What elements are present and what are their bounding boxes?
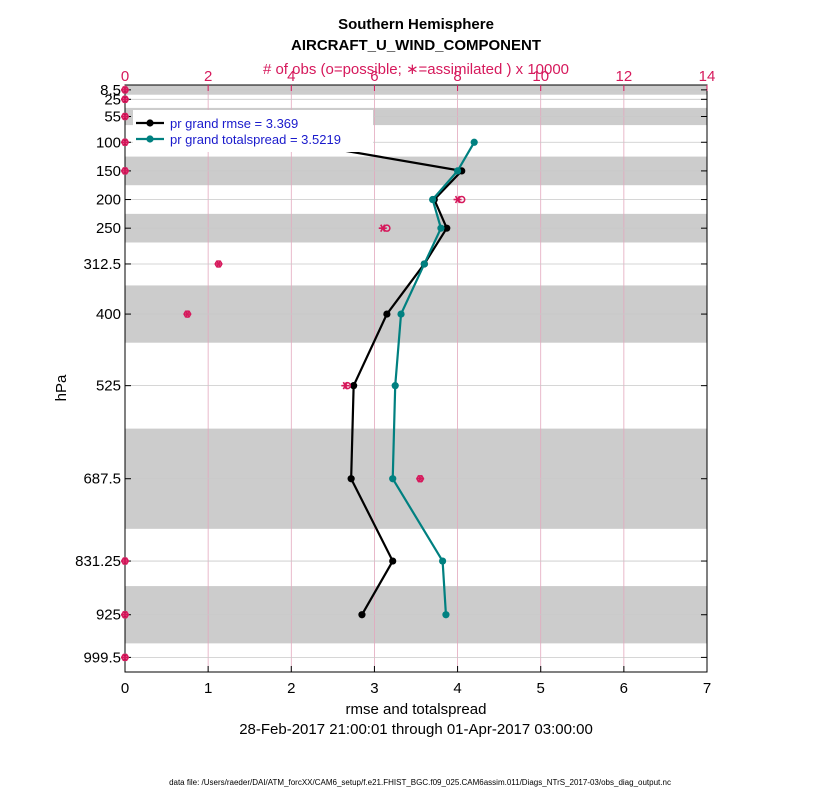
x-tick-label: 0: [121, 680, 129, 697]
series-point: [389, 475, 397, 483]
x-tick-label: 6: [620, 680, 628, 697]
top-tick-label: 10: [532, 68, 549, 85]
y-tick-label: 25: [104, 91, 121, 108]
obs-assimilated-marker: [121, 138, 129, 147]
y-tick-label: 55: [104, 108, 121, 125]
legend-box: [133, 110, 373, 152]
series-point: [397, 310, 405, 318]
series-point: [437, 224, 445, 232]
obs-assimilated-marker: [121, 653, 129, 662]
top-tick-label: 0: [121, 68, 129, 85]
legend-entry: pr grand rmse = 3.369: [170, 116, 298, 131]
date-range: 28-Feb-2017 21:00:01 through 01-Apr-2017…: [239, 721, 593, 738]
asterisk-stroke: [215, 260, 222, 268]
asterisk-stroke: [122, 653, 128, 662]
top-tick-label: 2: [204, 68, 212, 85]
asterisk-stroke: [122, 167, 128, 175]
series-point: [420, 260, 428, 268]
obs-assimilated-marker: [214, 260, 223, 268]
obs-assimilated-marker: [378, 224, 387, 233]
top-axis-label: # of obs (o=possible; ∗=assimilated ) x …: [263, 61, 569, 78]
series-point: [443, 224, 451, 232]
asterisk-stroke: [122, 138, 128, 147]
y-tick-label: 525: [96, 378, 121, 395]
obs-markers: [121, 86, 466, 662]
y-tick-label: 400: [96, 306, 121, 323]
x-tick-label: 3: [370, 680, 378, 697]
obs-assimilated-marker: [183, 310, 192, 318]
y-tick-label: 100: [96, 134, 121, 151]
footer-datafile: data file: /Users/raeder/DAI/ATM_forcXX/…: [169, 778, 671, 787]
y-tick-label: 312.5: [83, 256, 121, 273]
y-tick-label: 831.25: [75, 553, 121, 570]
series-line: [295, 141, 464, 616]
series-point: [383, 310, 391, 318]
series-point: [389, 557, 397, 565]
asterisk-stroke: [122, 557, 128, 565]
obs-assimilated-marker: [121, 167, 129, 175]
asterisk-stroke: [122, 86, 128, 94]
series-point: [439, 557, 447, 565]
chart-subtitle: AIRCRAFT_U_WIND_COMPONENT: [291, 37, 541, 54]
x-tick-label: 1: [204, 680, 212, 697]
series-line: [391, 141, 476, 615]
series-point: [442, 611, 450, 619]
series-point: [358, 611, 366, 619]
legend-marker: [146, 135, 154, 143]
y-tick-label: 200: [96, 192, 121, 209]
y-axis-label: hPa: [53, 374, 70, 401]
obs-assimilated-marker: [121, 610, 129, 619]
obs-assimilated-marker: [341, 381, 350, 390]
chart-title: Southern Hemisphere: [338, 16, 494, 33]
y-tick-label: 150: [96, 163, 121, 180]
top-tick-label: 4: [287, 68, 295, 85]
asterisk-stroke: [417, 474, 423, 483]
asterisk-stroke: [122, 112, 128, 121]
asterisk-stroke: [122, 95, 128, 104]
asterisk-stroke: [184, 310, 191, 318]
top-tick-label: 6: [370, 68, 378, 85]
y-tick-label: 687.5: [83, 471, 121, 488]
x-tick-label: 7: [703, 680, 711, 697]
y-tick-label: 8.5: [100, 82, 121, 99]
obs-assimilated-marker: [121, 557, 129, 565]
obs-assimilated-marker: [121, 112, 129, 121]
shaded-bands: [125, 85, 707, 644]
asterisk-stroke: [380, 224, 386, 233]
legend-entry: pr grand totalspread = 3.5219: [170, 132, 341, 147]
series-group: [291, 138, 478, 619]
top-tick-label: 14: [699, 68, 716, 85]
x-tick-label: 5: [537, 680, 545, 697]
series-point: [453, 167, 462, 175]
x-axis-label: rmse and totalspread: [346, 701, 487, 718]
top-tick-label: 8: [453, 68, 461, 85]
x-tick-label: 4: [453, 680, 461, 697]
obs-assimilated-marker: [121, 95, 129, 104]
legend-marker: [146, 119, 154, 127]
plot-frame: [124, 84, 708, 673]
series-point: [391, 382, 399, 390]
obs-assimilated-marker: [416, 474, 425, 483]
y-tick-label: 250: [96, 220, 121, 237]
axis-ticks: 0 1 2 3 4 5 6 70 2 4 6 8 10 12 148.5255510015020025031…: [75, 68, 715, 697]
x-tick-label: 2: [287, 680, 295, 697]
top-tick-label: 12: [616, 68, 633, 85]
series-point: [347, 475, 355, 483]
series-point: [350, 382, 358, 390]
series-point: [429, 195, 437, 204]
asterisk-stroke: [342, 381, 349, 390]
y-tick-label: 925: [96, 607, 121, 624]
y-tick-label: 999.5: [83, 649, 121, 666]
obs-assimilated-marker: [121, 86, 129, 94]
obs-assimilated-marker: [453, 195, 462, 204]
asterisk-stroke: [454, 195, 461, 204]
asterisk-stroke: [122, 610, 128, 619]
series-point: [470, 138, 478, 146]
